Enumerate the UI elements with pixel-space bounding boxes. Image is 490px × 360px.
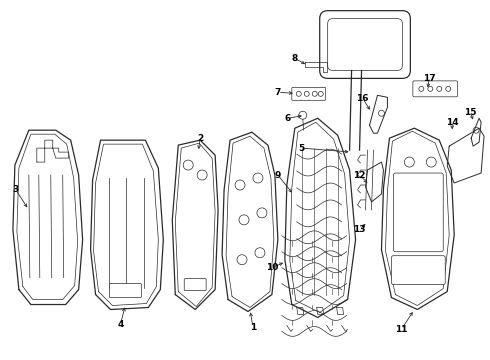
FancyBboxPatch shape bbox=[328, 19, 402, 71]
Text: 7: 7 bbox=[275, 88, 281, 97]
Text: 1: 1 bbox=[250, 323, 256, 332]
Text: 13: 13 bbox=[353, 225, 366, 234]
Text: 5: 5 bbox=[299, 144, 305, 153]
Text: 16: 16 bbox=[356, 94, 369, 103]
FancyBboxPatch shape bbox=[319, 11, 410, 78]
Text: 14: 14 bbox=[446, 118, 459, 127]
FancyBboxPatch shape bbox=[393, 173, 443, 252]
Text: 12: 12 bbox=[353, 171, 366, 180]
Text: 2: 2 bbox=[197, 134, 203, 143]
Text: 4: 4 bbox=[117, 320, 123, 329]
Text: 9: 9 bbox=[275, 171, 281, 180]
FancyBboxPatch shape bbox=[184, 279, 206, 291]
FancyBboxPatch shape bbox=[392, 256, 445, 285]
Text: 10: 10 bbox=[266, 263, 278, 272]
Text: 11: 11 bbox=[395, 325, 408, 334]
FancyBboxPatch shape bbox=[413, 81, 458, 97]
Text: 6: 6 bbox=[285, 114, 291, 123]
FancyBboxPatch shape bbox=[110, 284, 142, 298]
Text: 3: 3 bbox=[13, 185, 19, 194]
Text: 8: 8 bbox=[292, 54, 298, 63]
Text: 15: 15 bbox=[464, 108, 476, 117]
FancyBboxPatch shape bbox=[292, 87, 326, 100]
Text: 17: 17 bbox=[423, 74, 436, 83]
